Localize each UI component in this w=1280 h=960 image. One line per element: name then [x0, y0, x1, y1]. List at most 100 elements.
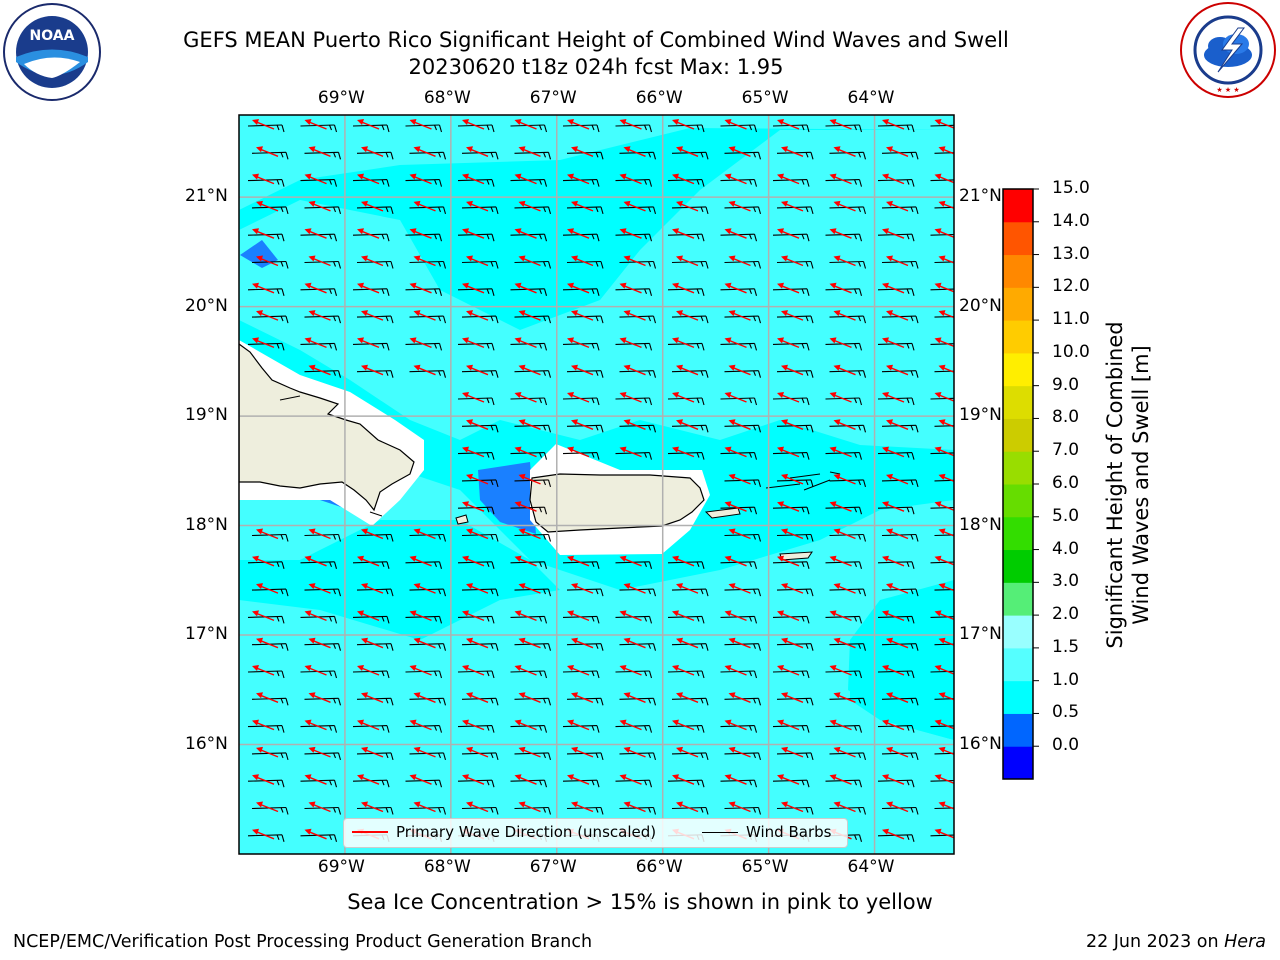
wave-direction-arrow	[623, 200, 646, 212]
wave-direction-arrow	[466, 528, 489, 540]
wave-direction-arrow	[623, 746, 646, 758]
wave-direction-arrow	[777, 774, 800, 785]
wave-direction-arrow	[833, 310, 856, 321]
wave-direction-arrow	[623, 637, 646, 649]
wave-direction-arrow	[724, 719, 747, 731]
wave-direction-arrow	[882, 665, 905, 676]
wave-direction-arrow	[777, 173, 800, 185]
wave-direction-arrow	[886, 801, 909, 813]
wave-direction-arrow	[361, 364, 384, 376]
wave-direction-arrow	[676, 310, 699, 321]
wave-direction-arrow	[934, 282, 954, 293]
wave-direction-arrow	[777, 555, 800, 567]
wave-direction-arrow	[781, 364, 804, 376]
wave-direction-arrow	[777, 119, 800, 130]
wave-direction-arrow	[777, 610, 800, 622]
wave-direction-arrow	[308, 692, 331, 703]
wave-direction-arrow	[886, 746, 909, 758]
wave-direction-arrow	[676, 746, 699, 758]
colorbar-tick-label: 7.0	[1052, 440, 1080, 461]
wave-direction-arrow	[514, 173, 537, 185]
wave-direction-arrow	[361, 746, 384, 758]
colorbar-segment	[1003, 320, 1033, 354]
wave-direction-arrow	[777, 392, 800, 403]
wave-direction-arrow	[462, 282, 485, 294]
colorbar-segment	[1003, 254, 1033, 288]
top-longitude-label: 68°W	[423, 88, 471, 108]
wave-direction-arrow	[514, 119, 537, 130]
wave-direction-arrow	[886, 310, 909, 321]
wave-direction-arrow	[357, 337, 380, 349]
colorbar-tick-label: 9.0	[1052, 374, 1080, 395]
wave-direction-arrow	[409, 610, 432, 622]
wave-direction-arrow	[409, 173, 432, 185]
chart-subtitle: 20230620 t18z 024h fcst Max: 1.95	[408, 55, 784, 79]
wave-direction-arrow	[623, 146, 646, 157]
colorbar-segment	[1003, 615, 1033, 649]
wave-contour-1-0m	[239, 520, 560, 640]
wave-direction-arrow	[308, 255, 331, 267]
wave-direction-arrow	[462, 119, 485, 130]
wave-direction-arrow	[256, 255, 279, 267]
colorbar-tick-label: 2.0	[1052, 604, 1080, 625]
wave-direction-arrow	[672, 665, 695, 676]
wave-direction-arrow	[462, 392, 485, 403]
wave-direction-arrow	[357, 665, 380, 676]
wave-direction-arrow	[728, 200, 751, 212]
map-legend: Primary Wave Direction (unscaled) Wind B…	[343, 818, 848, 848]
wave-direction-arrow	[304, 228, 327, 239]
wave-direction-arrow	[462, 719, 485, 731]
wave-direction-arrow	[252, 774, 275, 785]
wave-direction-arrow	[777, 665, 800, 676]
wave-direction-arrow	[571, 801, 594, 813]
wave-direction-arrow	[308, 528, 331, 540]
wave-direction-arrow	[724, 610, 747, 622]
wave-direction-arrow	[833, 528, 856, 540]
wave-direction-arrow	[882, 173, 905, 185]
wave-direction-legend-line	[352, 831, 388, 833]
wave-direction-arrow	[308, 364, 331, 376]
wave-direction-arrow	[518, 473, 541, 485]
wave-direction-arrow	[728, 746, 751, 758]
wave-direction-arrow	[619, 665, 642, 676]
wave-direction-arrow	[724, 173, 747, 185]
colorbar-tick-label: 10.0	[1052, 341, 1090, 362]
wave-direction-arrow	[672, 774, 695, 785]
wave-direction-arrow	[252, 555, 275, 567]
wave-direction-arrow	[567, 610, 590, 622]
right-latitude-label: 20°N	[959, 295, 1002, 316]
colorbar	[1002, 188, 1039, 780]
map-frame	[238, 114, 955, 855]
wave-direction-arrow	[571, 364, 594, 376]
wave-direction-arrow	[567, 774, 590, 785]
colorbar-segment	[1003, 516, 1033, 551]
legend-wave-label: Primary Wave Direction (unscaled)	[396, 823, 657, 841]
nws-logo: ★ ★ ★	[1180, 2, 1276, 98]
wave-direction-arrow	[777, 282, 800, 294]
wave-contour-1-5m	[239, 130, 954, 450]
wave-direction-arrow	[466, 583, 489, 594]
wave-direction-arrow	[462, 337, 485, 349]
wave-direction-arrow	[882, 337, 905, 349]
wave-direction-arrow	[304, 337, 327, 349]
wave-direction-arrow	[413, 583, 436, 594]
wave-direction-arrow	[676, 146, 699, 157]
wave-direction-arrow	[724, 228, 747, 239]
wave-direction-arrow	[256, 310, 279, 321]
wave-direction-arrow	[304, 719, 327, 731]
wave-direction-arrow	[672, 610, 695, 622]
wave-direction-arrow	[413, 801, 436, 813]
wave-direction-arrow	[777, 228, 800, 239]
wave-direction-arrow	[514, 555, 537, 567]
right-latitude-label: 17°N	[959, 624, 1002, 645]
wave-direction-arrow	[571, 746, 594, 758]
wave-direction-arrow	[413, 255, 436, 267]
chart-title: GEFS MEAN Puerto Rico Significant Height…	[183, 28, 1009, 52]
wave-direction-arrow	[304, 282, 327, 294]
wave-direction-arrow	[728, 310, 751, 321]
wave-direction-arrow	[567, 173, 590, 185]
wave-direction-arrow	[308, 583, 331, 594]
wave-direction-arrow	[518, 200, 541, 212]
wave-direction-arrow	[462, 665, 485, 676]
colorbar-tick-label: 0.5	[1052, 702, 1080, 723]
